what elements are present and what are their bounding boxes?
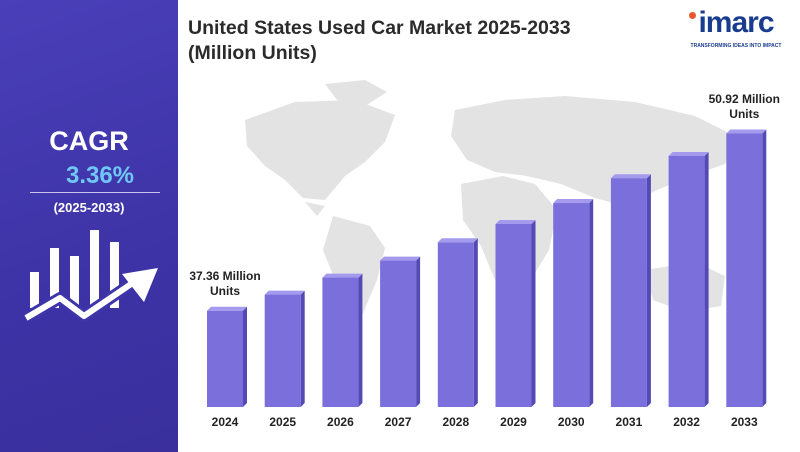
cagr-period: (2025-2033) [53, 200, 125, 215]
bar-2030 [553, 199, 594, 407]
logo-tagline: TRANSFORMING IDEAS INTO IMPACT [690, 43, 782, 49]
x-tick-label-2027: 2027 [385, 415, 412, 429]
data-label-line1: 37.36 Million [189, 268, 261, 283]
logo-wordmark: imarc [698, 6, 774, 39]
bar-2027 [380, 256, 421, 407]
x-tick-label-2029: 2029 [500, 415, 527, 429]
imarc-logo: imarc TRANSFORMING IDEAS INTO IMPACT [680, 6, 792, 56]
logo-dot [689, 12, 696, 19]
bars-group [207, 129, 767, 408]
data-label-line2: Units [210, 283, 240, 298]
bar-2032 [668, 151, 709, 407]
bar-2033 [726, 129, 767, 408]
cagr-panel: CAGR 3.36% (2025-2033) [0, 0, 178, 452]
data-label-2024: 37.36 Million Units [175, 269, 275, 299]
cagr-label: CAGR [49, 126, 129, 156]
bar-2025 [264, 290, 305, 407]
growth-chart-icon [22, 230, 158, 324]
x-tick-label-2033: 2033 [731, 415, 758, 429]
bar-2029 [495, 219, 536, 407]
x-tick-label-2032: 2032 [673, 415, 700, 429]
chart-title: United States Used Car Market 2025-2033 … [188, 16, 668, 66]
data-label-line2: Units [729, 106, 760, 121]
x-tick-label-2030: 2030 [558, 415, 585, 429]
cagr-value: 3.36% [65, 162, 135, 189]
cagr-divider [30, 192, 160, 193]
x-tick-label-2028: 2028 [442, 415, 469, 429]
bar-2024 [207, 306, 247, 407]
bar-2026 [322, 273, 363, 407]
x-tick-label-2025: 2025 [269, 415, 296, 429]
bar-2031 [610, 174, 651, 407]
data-label-line1: 50.92 Million [708, 91, 780, 106]
x-tick-label-2026: 2026 [327, 415, 354, 429]
x-tick-label-2031: 2031 [616, 415, 643, 429]
x-tick-label-2024: 2024 [212, 415, 239, 429]
x-axis-labels: 2024 2025 2026 2027 2028 2029 2030 2031 2032 2033 [212, 415, 758, 429]
data-label-2033: 50.92 Million Units [694, 92, 794, 122]
chart-title-line1: United States Used Car Market 2025-2033 [188, 17, 571, 39]
chart-title-line2: (Million Units) [188, 42, 317, 64]
bar-2028 [437, 238, 478, 407]
